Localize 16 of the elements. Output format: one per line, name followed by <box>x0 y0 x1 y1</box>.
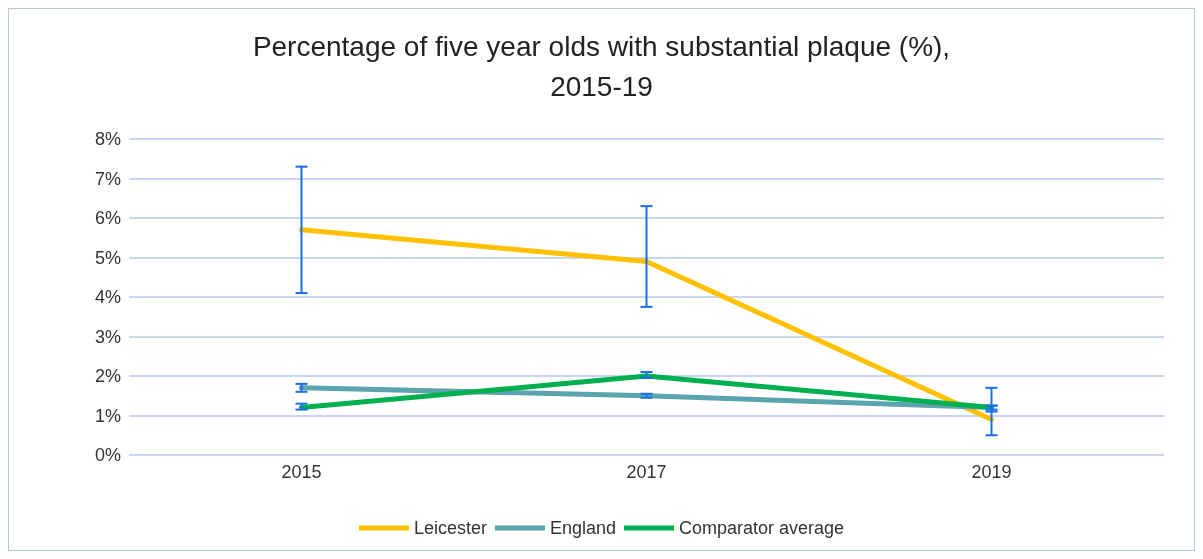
y-tick-label: 7% <box>94 168 121 189</box>
x-tick-label: 2017 <box>626 462 667 482</box>
legend-label: Leicester <box>413 518 487 538</box>
legend-label: England <box>549 518 617 538</box>
legend-label: Comparator average <box>679 518 845 538</box>
chart-title: Percentage of five year olds with substantial plaque (%), 2015-19 <box>252 30 951 102</box>
y-tick-label: 2% <box>94 366 121 386</box>
y-tick-label: 6% <box>94 208 121 228</box>
y-tick-label: 5% <box>94 247 121 268</box>
y-tick-label: 4% <box>94 287 121 307</box>
y-tick-label: 1% <box>94 405 121 426</box>
x-tick-label: 2015 <box>281 462 322 482</box>
y-tick-label: 8% <box>94 129 121 149</box>
y-tick-label: 0% <box>94 445 121 465</box>
y-tick-label: 3% <box>94 326 121 347</box>
x-tick-label: 2019 <box>971 462 1012 482</box>
